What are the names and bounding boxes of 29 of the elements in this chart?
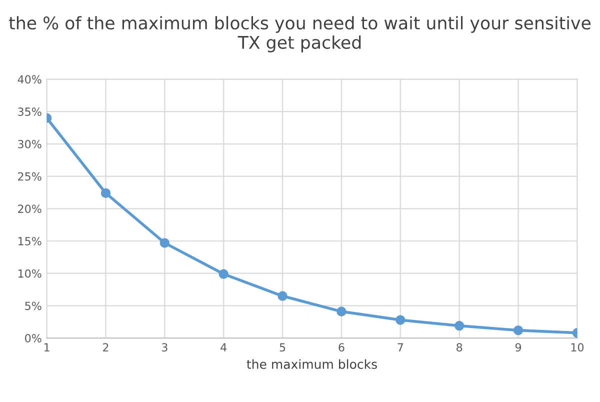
y-tick-label: 40%	[18, 75, 42, 84]
point	[336, 306, 346, 316]
x-tick-label: 1	[44, 343, 50, 352]
y-tick-label: 20%	[18, 204, 42, 214]
x-tick-label: 7	[398, 343, 403, 352]
x-tick-label: 6	[338, 343, 344, 352]
point	[454, 320, 464, 331]
y-tick-label: 25%	[18, 172, 42, 181]
x-tick-label: 3	[162, 343, 168, 352]
x-tick-label: 2	[103, 343, 108, 352]
point	[218, 269, 228, 279]
point	[160, 238, 170, 248]
point	[513, 325, 524, 336]
y-tick-label: 30%	[18, 140, 42, 148]
x-tick-label: 9	[515, 343, 522, 352]
x-axis-title: the maximum blocks	[246, 359, 377, 369]
x-tick-label: 4	[220, 343, 227, 352]
x-tick-label: 5	[280, 343, 286, 352]
y-tick-label: 15%	[18, 236, 42, 246]
x-tick-label: 8	[456, 343, 462, 352]
point	[396, 315, 406, 325]
y-tick-label: 5%	[25, 302, 42, 310]
x-tick-label: 10	[571, 343, 584, 352]
point	[100, 188, 111, 198]
point	[278, 291, 288, 301]
y-tick-label: 35%	[18, 108, 42, 116]
y-tick-label: 0%	[25, 334, 42, 342]
y-tick-label: 10%	[18, 269, 42, 278]
chart-title: the % of the maximum blocks you need to wait until your sensitive TX get packed	[9, 16, 591, 52]
